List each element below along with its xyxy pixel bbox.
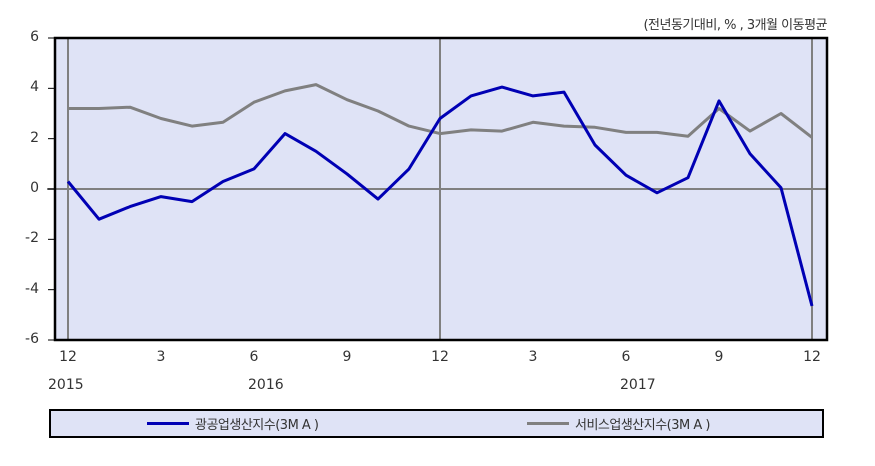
x-tick-label: 6 (621, 349, 631, 365)
year-label: 2017 (620, 377, 656, 393)
y-tick-label: 2 (30, 129, 39, 146)
legend-label: 광공업생산지수(3M A ) (195, 417, 319, 433)
reference-lines (47, 38, 827, 340)
legend-swatch-blue-line-icon (147, 421, 189, 425)
legend-label: 서비스업생산지수(3M A ) (575, 417, 710, 433)
year-label: 2015 (48, 377, 84, 393)
legend-item-mining-manufacturing: 광공업생산지수(3M A ) (147, 414, 319, 433)
x-tick-label: 12 (59, 349, 77, 365)
series-line-services (68, 83, 813, 139)
legend: 광공업생산지수(3M A ) 서비스업생산지수(3M A ) (49, 409, 824, 438)
unit-note: (전년동기대비, % , 3개월 이동평균 (643, 18, 827, 33)
series-lines (66, 83, 814, 307)
x-tick-label: 3 (528, 349, 538, 365)
legend-item-services: 서비스업생산지수(3M A ) (527, 414, 710, 433)
series-line-mining-manufacturing (66, 85, 814, 307)
y-tick-label: -2 (25, 230, 39, 247)
y-tick-label: 0 (30, 180, 39, 196)
y-tick-label: -6 (25, 331, 39, 347)
year-label: 2016 (248, 377, 284, 393)
x-tick-label: 9 (342, 349, 352, 365)
x-tick-label: 3 (156, 349, 166, 365)
x-tick-label: 9 (714, 349, 724, 365)
x-tick-label: 12 (803, 349, 821, 365)
y-tick-label: 4 (30, 79, 39, 96)
legend-swatch-gray-line-icon (527, 421, 569, 425)
y-axis-tick-marks (48, 37, 55, 341)
y-tick-label: -4 (25, 280, 39, 297)
y-tick-label: 6 (30, 29, 39, 45)
x-tick-label: 12 (431, 349, 449, 365)
x-tick-label: 6 (249, 349, 259, 365)
